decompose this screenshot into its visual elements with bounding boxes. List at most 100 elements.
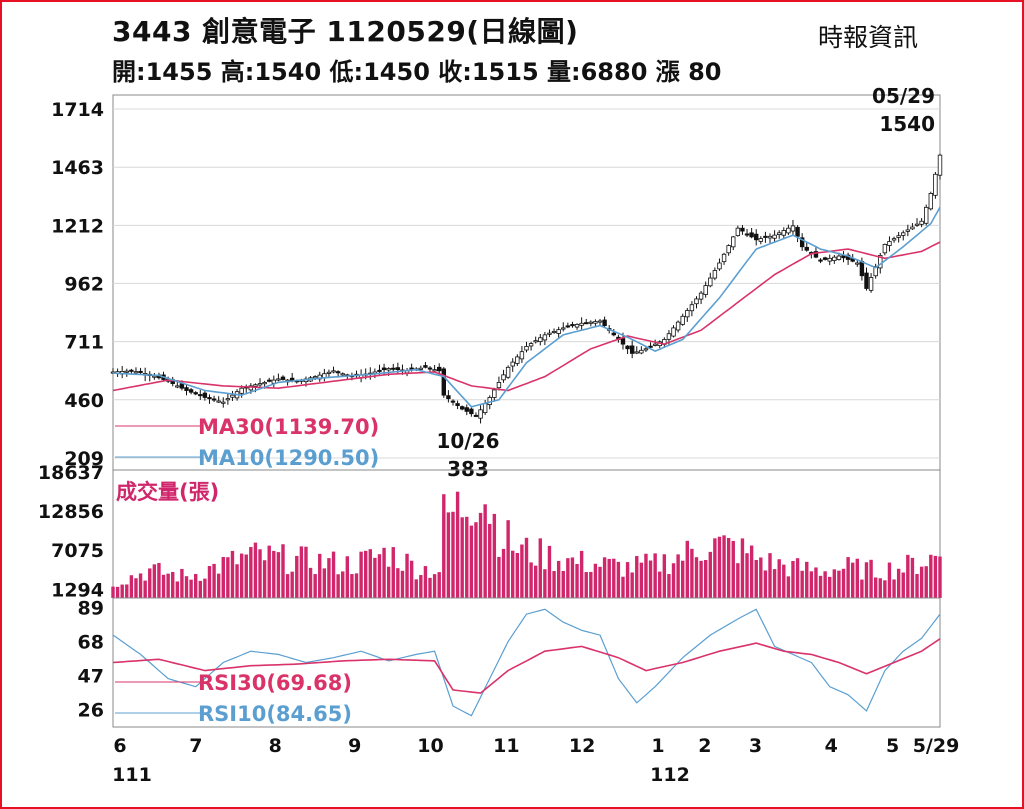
volume-bar	[805, 561, 809, 598]
volume-bar	[906, 554, 910, 598]
volume-bar	[864, 562, 869, 598]
candle-body	[188, 389, 194, 393]
volume-bar	[763, 570, 768, 598]
source-label: 時報資訊	[818, 23, 919, 52]
volume-bar	[579, 550, 584, 598]
volume-bar	[883, 580, 887, 598]
volume-bar	[703, 560, 708, 598]
volume-bar	[846, 557, 850, 598]
candle-body	[331, 370, 336, 373]
volume-bar	[322, 568, 327, 598]
candle-body	[253, 384, 258, 387]
candle-body	[675, 321, 681, 331]
volume-bar	[442, 494, 446, 598]
annotation-low-value: 383	[447, 457, 489, 481]
ma10-line	[112, 206, 941, 408]
volume-bar	[552, 571, 556, 598]
rsi-panel: 89 68 47 26 RSI30(69.68) RSI10(84.65)	[78, 597, 941, 728]
volume-bar	[506, 520, 510, 598]
volume-bar	[685, 540, 690, 598]
candle-body	[754, 233, 759, 241]
candle-body	[680, 315, 685, 325]
volume-bar	[593, 563, 598, 598]
candle-body	[919, 220, 924, 225]
candle-body	[381, 367, 387, 371]
volume-bar	[658, 571, 662, 598]
annotation-high-value: 1540	[879, 112, 935, 136]
annotation-low-date: 10/26	[437, 429, 500, 453]
volume-bar	[382, 547, 386, 598]
candle-body	[473, 414, 479, 417]
candle-body	[914, 223, 920, 226]
volume-bar	[782, 564, 786, 598]
volume-bar	[216, 573, 221, 598]
candle-body	[790, 225, 796, 232]
volume-bar	[244, 554, 248, 598]
volume-panel: 18637 12856 7075 1294 成交量(張)	[38, 462, 942, 601]
x-tick-label: 11	[493, 735, 519, 757]
volume-bar	[644, 553, 648, 598]
volume-bar	[157, 563, 161, 598]
candle-body	[634, 351, 639, 354]
x-tick-label: 1	[651, 735, 664, 757]
volume-bar	[373, 557, 377, 598]
legend-ma30: MA30(1139.70)	[198, 415, 379, 439]
candle-body	[138, 370, 143, 373]
candle-body	[326, 371, 332, 374]
volume-bar	[547, 545, 552, 598]
volume-bar	[134, 578, 138, 598]
candle-body	[198, 394, 203, 397]
volume-bar	[129, 575, 134, 598]
volume-bar	[226, 557, 230, 598]
x-tick-label: 7	[189, 735, 202, 757]
rsi30-line	[112, 638, 941, 694]
candle-body	[685, 310, 690, 318]
volume-bar	[212, 563, 216, 598]
candle-body	[280, 376, 286, 380]
candle-body	[501, 374, 506, 381]
volume-bar	[694, 557, 699, 598]
volume-bar	[363, 550, 368, 598]
volume-bar	[432, 574, 437, 598]
candle-body	[873, 266, 878, 277]
volume-bar	[455, 491, 460, 598]
volume-bar	[391, 547, 395, 598]
volume-bar	[635, 556, 639, 598]
candle-body	[891, 238, 897, 241]
candle-body	[772, 234, 777, 239]
volume-bar	[428, 577, 432, 598]
price-tick-label: 962	[64, 273, 104, 295]
candle-body	[179, 383, 185, 389]
x-year-label: 112	[650, 764, 690, 786]
volume-bar	[896, 568, 901, 598]
volume-bar	[598, 566, 602, 598]
candle-body	[267, 379, 272, 382]
candle-body	[211, 398, 217, 401]
volume-bar	[731, 540, 735, 598]
candle-body	[597, 320, 603, 323]
candle-body	[262, 382, 267, 385]
volume-bar	[483, 504, 487, 598]
volume-bar	[919, 566, 924, 598]
volume-bar	[726, 537, 731, 598]
candle-body	[611, 332, 616, 336]
candle-body	[666, 333, 672, 340]
legend-rsi30: RSI30(69.68)	[198, 671, 352, 695]
volume-bar	[717, 536, 722, 598]
candle-body	[887, 241, 892, 246]
candle-body	[482, 403, 488, 413]
x-tick-label: 4	[825, 735, 838, 757]
candle-body	[184, 387, 189, 391]
volume-bar	[423, 566, 428, 598]
volume-bar	[308, 567, 313, 598]
volume-bar	[589, 571, 593, 598]
x-tick-label: 5/29	[913, 735, 960, 757]
volume-bar	[878, 578, 882, 598]
candle-body	[225, 398, 231, 401]
volume-tick-label: 18637	[38, 462, 104, 484]
volume-bar	[336, 574, 340, 598]
candle-body	[340, 373, 345, 376]
volume-bar	[570, 557, 575, 598]
candle-body	[216, 400, 221, 403]
volume-bar	[239, 553, 244, 598]
